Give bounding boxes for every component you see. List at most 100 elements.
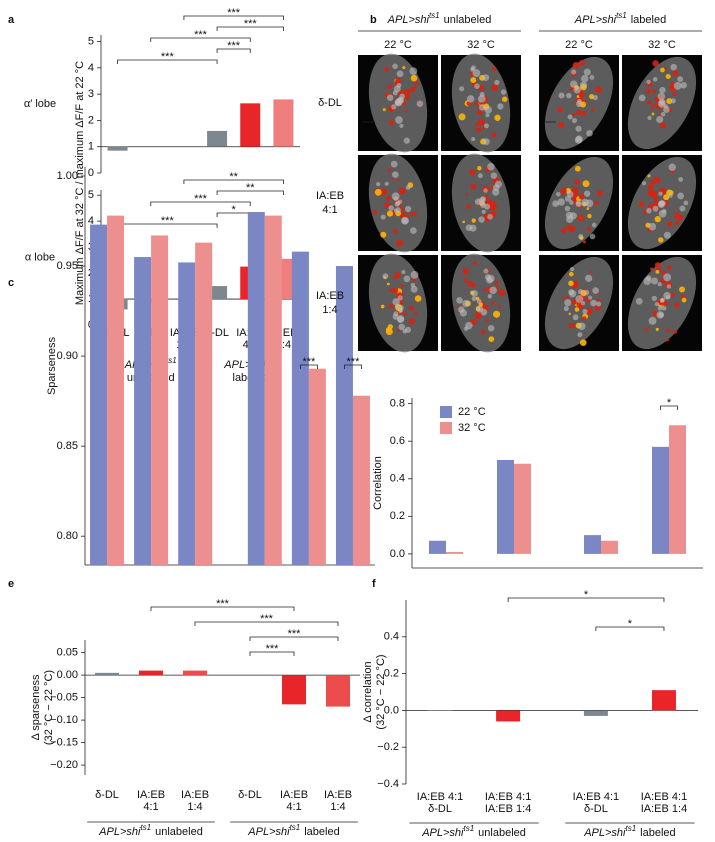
cell-body (638, 94, 646, 102)
cell-body (489, 286, 497, 295)
cell-signal (578, 94, 582, 98)
cell-signal (587, 213, 592, 219)
cell-signal (571, 187, 579, 194)
y-tick-label: 5 (88, 189, 94, 201)
cell-body (680, 81, 687, 89)
cell-signal (380, 188, 388, 196)
x-tick-label: IA:EB (137, 789, 165, 801)
cell-body (647, 115, 652, 121)
cell-body (380, 214, 386, 220)
group-sup: ts1 (625, 824, 636, 833)
cell-signal (483, 288, 487, 292)
cell-signal (654, 262, 661, 269)
cell-body (401, 270, 406, 275)
cell-signal (652, 89, 657, 94)
cell-signal (476, 109, 483, 116)
bar (207, 130, 228, 147)
cell-signal (667, 265, 672, 270)
cell-body (570, 80, 578, 88)
group-name: APL>shi (574, 14, 617, 26)
cell-signal (586, 207, 590, 210)
cell-signal (579, 339, 587, 346)
cell-body (471, 290, 478, 297)
cell-signal (583, 240, 586, 244)
cell-body (471, 296, 477, 302)
cell-signal (679, 286, 686, 293)
cell-body (652, 205, 659, 212)
cell-signal (651, 112, 655, 116)
y-tick-label: 0.85 (57, 440, 78, 452)
cell-signal (409, 211, 415, 217)
cell-signal (404, 313, 408, 317)
row-label: 4:1 (322, 204, 337, 216)
cell-signal (664, 66, 668, 70)
cell-signal (646, 90, 651, 94)
cell-signal (558, 121, 565, 129)
cell-body (648, 222, 657, 231)
group-suffix: unlabeled (478, 827, 526, 839)
cell-signal (594, 200, 599, 206)
cell-body (403, 137, 410, 144)
x-tick-label: 1:4 (187, 801, 202, 813)
cell-body (398, 305, 404, 311)
group-sup: ts1 (429, 11, 440, 20)
cell-signal (568, 225, 576, 233)
y-tick-label: 0.0 (390, 548, 405, 560)
cell-body (471, 65, 476, 71)
cell-signal (655, 269, 660, 274)
y-tick-label: 0.6 (390, 435, 405, 447)
cell-body (483, 188, 488, 193)
cell-body (577, 289, 584, 295)
cell-signal (566, 295, 569, 299)
cell-signal (638, 201, 645, 208)
cell-body (663, 104, 668, 109)
bar (352, 395, 370, 565)
cell-body (678, 177, 684, 182)
cell-body (391, 171, 399, 179)
bar (496, 710, 521, 722)
cell-signal (475, 123, 479, 127)
cell-signal (486, 218, 490, 222)
cell-signal (387, 84, 393, 90)
cell-body (658, 312, 664, 318)
cell-body (585, 199, 594, 208)
cell-body (410, 282, 416, 288)
cell-signal (568, 322, 575, 329)
cell-signal (497, 304, 501, 308)
cell-body (557, 198, 565, 206)
cell-signal (647, 190, 654, 197)
cell-signal (414, 295, 422, 302)
cell-signal (596, 190, 604, 197)
legend-swatch (440, 406, 452, 418)
cell-body (635, 297, 643, 305)
cell-body (459, 86, 465, 92)
significance-bracket (660, 405, 678, 410)
cell-body (477, 173, 483, 179)
cell-signal (498, 289, 506, 297)
group-name: APL>shi (387, 14, 430, 26)
cell-signal (561, 227, 567, 234)
cell-body (657, 282, 662, 287)
group-suffix: unlabeled (155, 826, 203, 838)
cell-body (575, 295, 584, 303)
significance-bracket (595, 626, 665, 631)
y-axis-label: Δ correlation (362, 661, 374, 722)
cell-signal (572, 112, 576, 117)
y-axis-label: (32 °C − 22 °C) (43, 670, 55, 745)
cell-body (376, 182, 381, 187)
significance-bracket (216, 48, 251, 53)
cell-signal (400, 284, 404, 288)
bar (95, 672, 119, 676)
cell-signal (491, 301, 495, 305)
significance-bracket (249, 636, 339, 641)
cell-signal (469, 169, 476, 176)
bar (513, 463, 531, 554)
cell-body (552, 200, 559, 208)
cell-signal (474, 311, 482, 319)
cell-body (583, 68, 591, 76)
cell-body (670, 98, 676, 104)
cell-body (651, 295, 657, 302)
temperature-label: 32 °C (648, 39, 676, 51)
significance-bracket (183, 179, 284, 184)
x-tick-label: IA:EB 1:4 (641, 803, 687, 815)
